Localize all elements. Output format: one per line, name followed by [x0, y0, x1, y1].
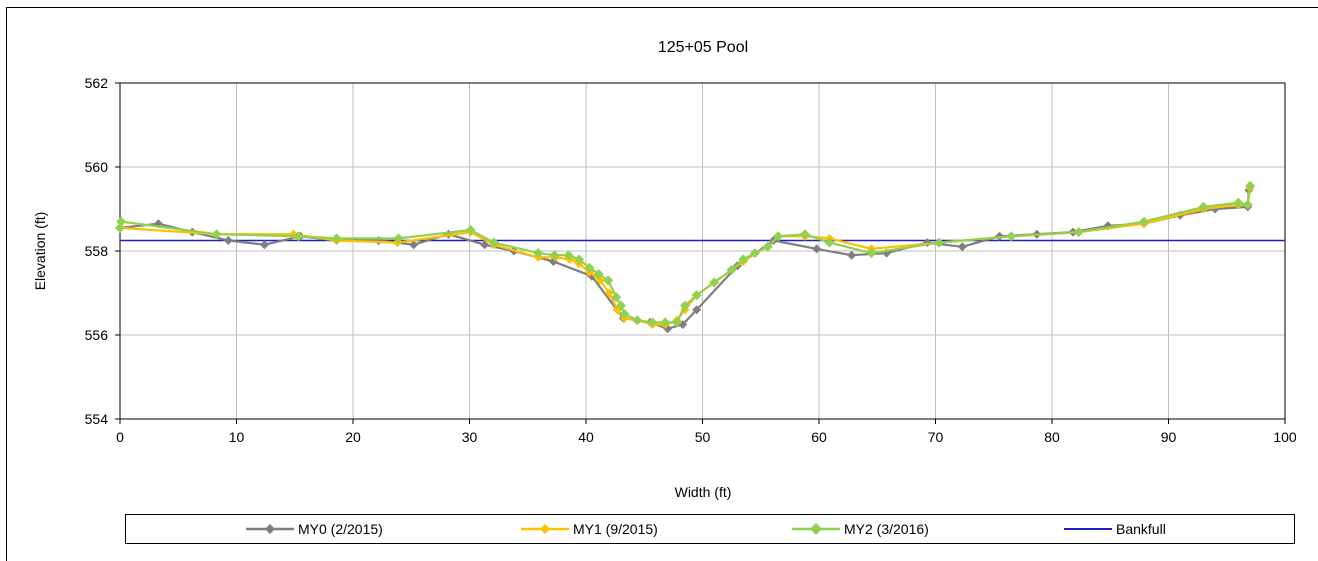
data-point-my2 [1073, 227, 1084, 238]
data-point-my2 [549, 250, 560, 261]
x-tick-label: 0 [116, 429, 124, 445]
y-axis-ticks: 554 556 558 560 562 [85, 75, 120, 427]
data-point-my2 [773, 231, 784, 242]
legend-label-my2: MY2 (3/2016) [844, 521, 929, 537]
data-point-my2 [584, 262, 595, 273]
data-point-my0 [409, 240, 419, 250]
data-point-my2 [1139, 216, 1150, 227]
data-point-my2 [1242, 199, 1253, 210]
chart-title: 125+05 Pool [658, 39, 748, 56]
data-point-my0 [259, 240, 269, 250]
legend-item-my0: MY0 (2/2015) [246, 515, 383, 543]
data-point-my2 [800, 229, 811, 240]
chart-border-left [6, 7, 7, 561]
legend-label-my1: MY1 (9/2015) [573, 521, 658, 537]
legend-swatch-my0 [246, 524, 294, 534]
data-point-my2 [603, 275, 614, 286]
data-point-my2 [824, 237, 835, 248]
series-my2 [115, 180, 1256, 328]
legend-label-bankfull: Bankfull [1116, 521, 1166, 537]
data-point-my2 [331, 233, 342, 244]
data-point-my2 [611, 292, 622, 303]
data-point-my2 [738, 254, 749, 265]
data-point-my2 [680, 300, 691, 311]
series-layer [115, 180, 1285, 334]
data-point-my2 [574, 254, 585, 265]
x-tick-label: 50 [695, 429, 711, 445]
gridlines [120, 82, 1286, 419]
data-point-my2 [619, 309, 630, 319]
data-point-my0 [223, 236, 233, 245]
data-point-my2 [632, 315, 643, 326]
x-tick-label: 30 [462, 429, 478, 445]
cross-section-chart: 125+05 Pool 0 10 20 30 40 50 60 70 80 90 100 55455… [32, 39, 1297, 500]
y-tick-label: 558 [85, 243, 109, 259]
legend-swatch-bankfull [1064, 528, 1112, 530]
data-point-my2 [762, 241, 773, 252]
data-point-my2 [593, 269, 604, 280]
data-point-my2 [749, 248, 760, 259]
data-point-my2 [691, 290, 702, 301]
y-axis-title: Elevation (ft) [32, 212, 48, 291]
data-point-my0 [812, 244, 822, 254]
x-axis-ticks: 0 10 20 30 40 50 60 70 80 90 100 [116, 419, 1297, 445]
data-point-my2 [563, 250, 574, 261]
legend-swatch-my2 [792, 523, 840, 535]
data-point-my2 [488, 237, 499, 248]
legend-item-my1: MY1 (9/2015) [521, 515, 658, 543]
data-point-my2 [1233, 197, 1244, 208]
y-tick-label: 560 [85, 159, 109, 175]
chart-border-top [6, 7, 1318, 8]
data-point-my0 [692, 305, 702, 315]
legend: MY0 (2/2015) MY1 (9/2015) MY2 (3/2016) B… [125, 514, 1295, 544]
x-tick-label: 40 [578, 429, 594, 445]
data-point-my0 [480, 240, 490, 250]
data-point-my2 [933, 237, 944, 248]
y-tick-label: 562 [85, 75, 109, 91]
y-tick-label: 556 [85, 327, 109, 343]
y-tick-label: 554 [85, 411, 109, 427]
data-point-my0 [847, 250, 857, 260]
x-tick-label: 100 [1273, 429, 1297, 445]
data-point-my2 [1006, 231, 1017, 242]
data-point-my2 [647, 317, 658, 328]
data-point-my2 [866, 248, 877, 259]
data-point-my2 [660, 317, 671, 328]
data-point-my2 [293, 231, 304, 242]
data-point-my2 [1245, 180, 1256, 191]
x-tick-label: 20 [345, 429, 361, 445]
legend-item-bankfull: Bankfull [1064, 515, 1166, 543]
data-point-my1 [604, 288, 614, 298]
data-point-my2 [465, 225, 476, 235]
data-point-my2 [726, 264, 737, 275]
data-point-my2 [393, 233, 404, 244]
data-point-my2 [615, 300, 626, 311]
data-point-my1 [595, 275, 605, 285]
legend-item-my2: MY2 (3/2016) [792, 515, 929, 543]
x-tick-label: 60 [811, 429, 827, 445]
data-point-my2 [115, 222, 125, 233]
x-tick-label: 10 [229, 429, 245, 445]
data-point-my2 [1198, 201, 1209, 212]
data-point-my2 [211, 229, 222, 240]
legend-label-my0: MY0 (2/2015) [298, 521, 383, 537]
data-point-my2 [709, 277, 720, 288]
x-tick-label: 70 [928, 429, 944, 445]
x-axis-title: Width (ft) [675, 484, 732, 500]
data-point-my0 [957, 242, 967, 252]
legend-swatch-my1 [521, 524, 569, 534]
data-point-my2 [116, 216, 127, 227]
data-point-my2 [533, 248, 544, 259]
x-tick-label: 90 [1161, 429, 1177, 445]
x-tick-label: 80 [1044, 429, 1060, 445]
data-point-my2 [671, 317, 682, 328]
